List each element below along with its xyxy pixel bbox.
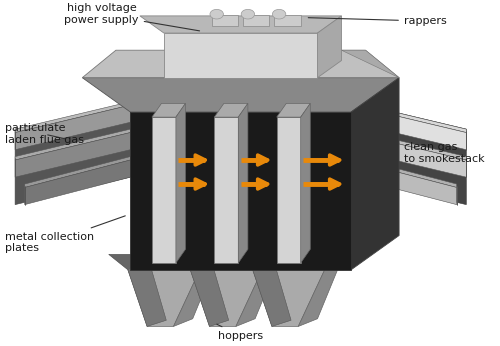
Polygon shape (108, 254, 363, 270)
Polygon shape (300, 103, 310, 263)
Text: metal collection
plates: metal collection plates (6, 216, 126, 253)
Polygon shape (174, 254, 219, 326)
Polygon shape (276, 103, 310, 117)
Polygon shape (214, 117, 238, 263)
Polygon shape (152, 103, 186, 117)
Polygon shape (276, 117, 300, 263)
Polygon shape (351, 133, 467, 177)
Text: particulate
laden flue gas: particulate laden flue gas (6, 124, 84, 145)
Bar (212, 15, 238, 26)
Text: hoppers: hoppers (217, 324, 263, 341)
Polygon shape (15, 105, 130, 204)
Polygon shape (24, 160, 130, 204)
Polygon shape (15, 102, 130, 133)
Polygon shape (318, 16, 342, 78)
Polygon shape (298, 254, 344, 326)
Polygon shape (190, 254, 282, 270)
Polygon shape (252, 254, 344, 270)
Bar (243, 15, 270, 26)
Polygon shape (82, 50, 399, 78)
Circle shape (241, 9, 254, 19)
Polygon shape (351, 160, 457, 204)
Polygon shape (351, 102, 467, 133)
Polygon shape (176, 103, 186, 263)
Polygon shape (190, 270, 262, 326)
Polygon shape (24, 157, 130, 188)
Polygon shape (351, 129, 467, 160)
Polygon shape (351, 78, 399, 270)
Polygon shape (15, 105, 130, 150)
Polygon shape (252, 270, 324, 326)
Polygon shape (152, 117, 176, 263)
Bar (274, 15, 300, 26)
Polygon shape (15, 133, 130, 177)
Polygon shape (82, 78, 399, 112)
Polygon shape (351, 105, 467, 150)
Polygon shape (351, 102, 467, 204)
Polygon shape (252, 254, 291, 326)
Polygon shape (128, 254, 219, 270)
Text: rappers: rappers (308, 16, 446, 26)
Polygon shape (351, 157, 457, 188)
Circle shape (272, 9, 286, 19)
Text: clean gas
to smokestack: clean gas to smokestack (404, 142, 484, 164)
Polygon shape (190, 254, 228, 326)
Polygon shape (140, 16, 342, 33)
Polygon shape (238, 103, 248, 263)
Polygon shape (128, 270, 200, 326)
Circle shape (210, 9, 224, 19)
Text: high voltage
power supply: high voltage power supply (64, 3, 200, 31)
Polygon shape (15, 129, 130, 160)
Polygon shape (130, 112, 351, 270)
Polygon shape (236, 254, 282, 326)
Polygon shape (214, 103, 248, 117)
Polygon shape (128, 254, 166, 326)
Polygon shape (164, 33, 318, 78)
Polygon shape (342, 50, 399, 78)
